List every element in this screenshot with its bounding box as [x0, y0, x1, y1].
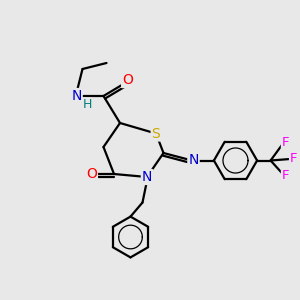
Text: N: N: [142, 170, 152, 184]
Text: F: F: [282, 136, 289, 149]
Text: N: N: [188, 154, 199, 167]
Text: H: H: [82, 98, 92, 112]
Text: F: F: [290, 152, 298, 166]
Text: N: N: [71, 89, 82, 103]
Text: F: F: [282, 169, 289, 182]
Text: O: O: [122, 73, 133, 87]
Text: S: S: [152, 127, 160, 140]
Text: O: O: [86, 167, 97, 181]
